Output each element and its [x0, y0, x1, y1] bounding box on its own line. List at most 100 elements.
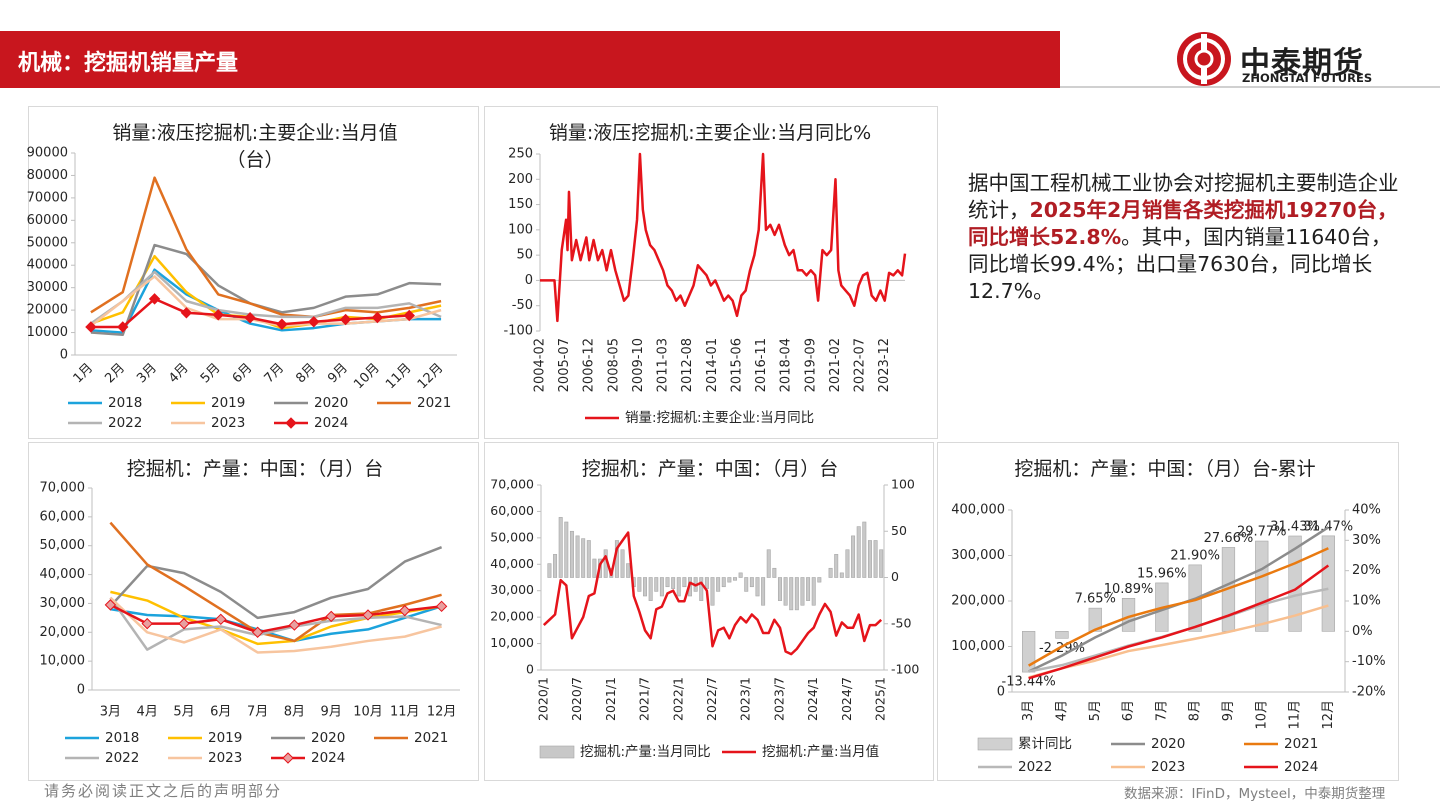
- marker: [215, 613, 227, 626]
- x-tick-label: 2006-12: [582, 338, 597, 392]
- bar: [1255, 540, 1269, 632]
- bar: [558, 517, 563, 578]
- marker: [435, 600, 448, 613]
- y-tick-label: 0: [525, 273, 533, 288]
- marker: [141, 617, 153, 630]
- x-tick-label: 2023/7: [771, 677, 786, 721]
- y-tick-label: 40,000: [40, 567, 86, 582]
- y-tick-label: 0: [77, 683, 85, 698]
- marker: [251, 626, 264, 638]
- x-tick-label: 5月: [1088, 700, 1103, 721]
- y2-tick-label: 20%: [1352, 563, 1381, 578]
- y-tick-label: 50,000: [40, 538, 86, 553]
- x-tick-label: 2016-11: [754, 338, 769, 392]
- x-tick-label: 2022/1: [670, 677, 685, 721]
- bar: [553, 554, 558, 578]
- x-tick-label: 12月: [1321, 700, 1336, 730]
- bar: [856, 526, 861, 578]
- x-tick-label: 5月: [173, 705, 194, 720]
- bar: [806, 577, 811, 601]
- legend-label: 2021: [414, 730, 448, 746]
- x-tick-label: 2022/7: [704, 677, 719, 721]
- legend-label: 2019: [208, 730, 242, 746]
- bar: [671, 577, 676, 589]
- legend-label: 累计同比: [1018, 736, 1072, 752]
- bar: [794, 577, 799, 611]
- bar: [626, 563, 631, 578]
- panel: [937, 442, 1399, 781]
- legend-label: 2019: [211, 395, 245, 411]
- x-tick-label: 2011-03: [656, 338, 671, 392]
- x-tick-label: 2008-05: [606, 338, 621, 392]
- y2-tick-label: -10%: [1352, 654, 1386, 669]
- x-tick-label: 5月: [198, 361, 224, 387]
- summary-highlight: 2025年2月销售各类挖掘机19270台，同比增长52.8%: [968, 198, 1398, 249]
- legend-label: 2018: [105, 730, 139, 746]
- y-tick-label: 100: [508, 222, 533, 237]
- x-tick-label: 2009-10: [631, 338, 646, 392]
- bar: [845, 549, 850, 578]
- y-tick-label: 250: [508, 147, 533, 162]
- bar: [766, 549, 771, 578]
- y2-tick-label: -20%: [1352, 685, 1386, 700]
- bar: [817, 577, 822, 583]
- x-tick-label: 2014-01: [705, 338, 720, 392]
- x-tick-label: 10月: [351, 361, 382, 392]
- bar: [879, 549, 884, 578]
- data-label: -2.29%: [1039, 641, 1085, 656]
- y-tick-label: 0: [997, 685, 1005, 700]
- x-tick-label: 12月: [415, 361, 446, 392]
- bar: [851, 535, 856, 578]
- line-series: [109, 596, 442, 654]
- bar: [789, 577, 794, 611]
- x-tick-label: 8月: [1188, 700, 1203, 721]
- legend-label: 2024: [311, 750, 345, 766]
- data-source: 数据来源：IFinD，Mysteel，中泰期货整理: [1124, 786, 1386, 802]
- y-tick-label: -50: [512, 298, 533, 313]
- bar: [665, 577, 670, 588]
- bar: [586, 540, 591, 578]
- x-tick-label: 6月: [210, 705, 231, 720]
- x-tick-label: 12月: [427, 705, 457, 720]
- bar: [620, 549, 625, 578]
- legend-label: 2021: [1284, 736, 1318, 752]
- legend-label: 挖掘机:产量:当月值: [762, 744, 879, 760]
- marker: [117, 321, 129, 333]
- legend-label: 2020: [311, 730, 345, 746]
- legend-marker: [282, 752, 294, 764]
- bar: [547, 563, 552, 578]
- y-tick-label: 300,000: [951, 548, 1005, 563]
- line-series: [542, 531, 883, 656]
- y-tick-label: 200,000: [951, 594, 1005, 609]
- marker: [308, 316, 320, 328]
- y2-tick-label: 0: [891, 569, 899, 584]
- bar: [676, 577, 681, 597]
- bar: [682, 577, 687, 588]
- marker: [339, 313, 352, 326]
- x-tick-label: 11月: [390, 705, 420, 720]
- bar: [862, 521, 867, 578]
- y-tick-label: 70000: [27, 190, 68, 205]
- data-label: -13.44%: [1002, 675, 1056, 690]
- x-tick-label: 2004-02: [533, 338, 548, 392]
- bar: [873, 540, 878, 578]
- data-label: 7.65%: [1075, 592, 1116, 607]
- summary-text: 据中国工程机械工业协会对挖掘机主要制造企业统计，: [968, 171, 1399, 222]
- bar: [581, 538, 586, 578]
- line-series: [90, 270, 442, 325]
- line-series: [110, 605, 442, 643]
- y-tick-label: 10000: [27, 325, 68, 340]
- legend-label: 2023: [208, 750, 242, 766]
- bar: [654, 577, 659, 592]
- marker: [85, 321, 97, 333]
- bar: [569, 530, 574, 578]
- y-tick-label: 10,000: [490, 635, 534, 650]
- marker: [288, 619, 301, 631]
- panel: [484, 442, 934, 781]
- x-tick-label: 2024/7: [839, 677, 854, 721]
- x-tick-label: 2020/7: [569, 677, 584, 721]
- marker: [399, 604, 411, 617]
- legend-label: 2023: [1151, 759, 1185, 775]
- y-tick-label: 30000: [27, 280, 68, 295]
